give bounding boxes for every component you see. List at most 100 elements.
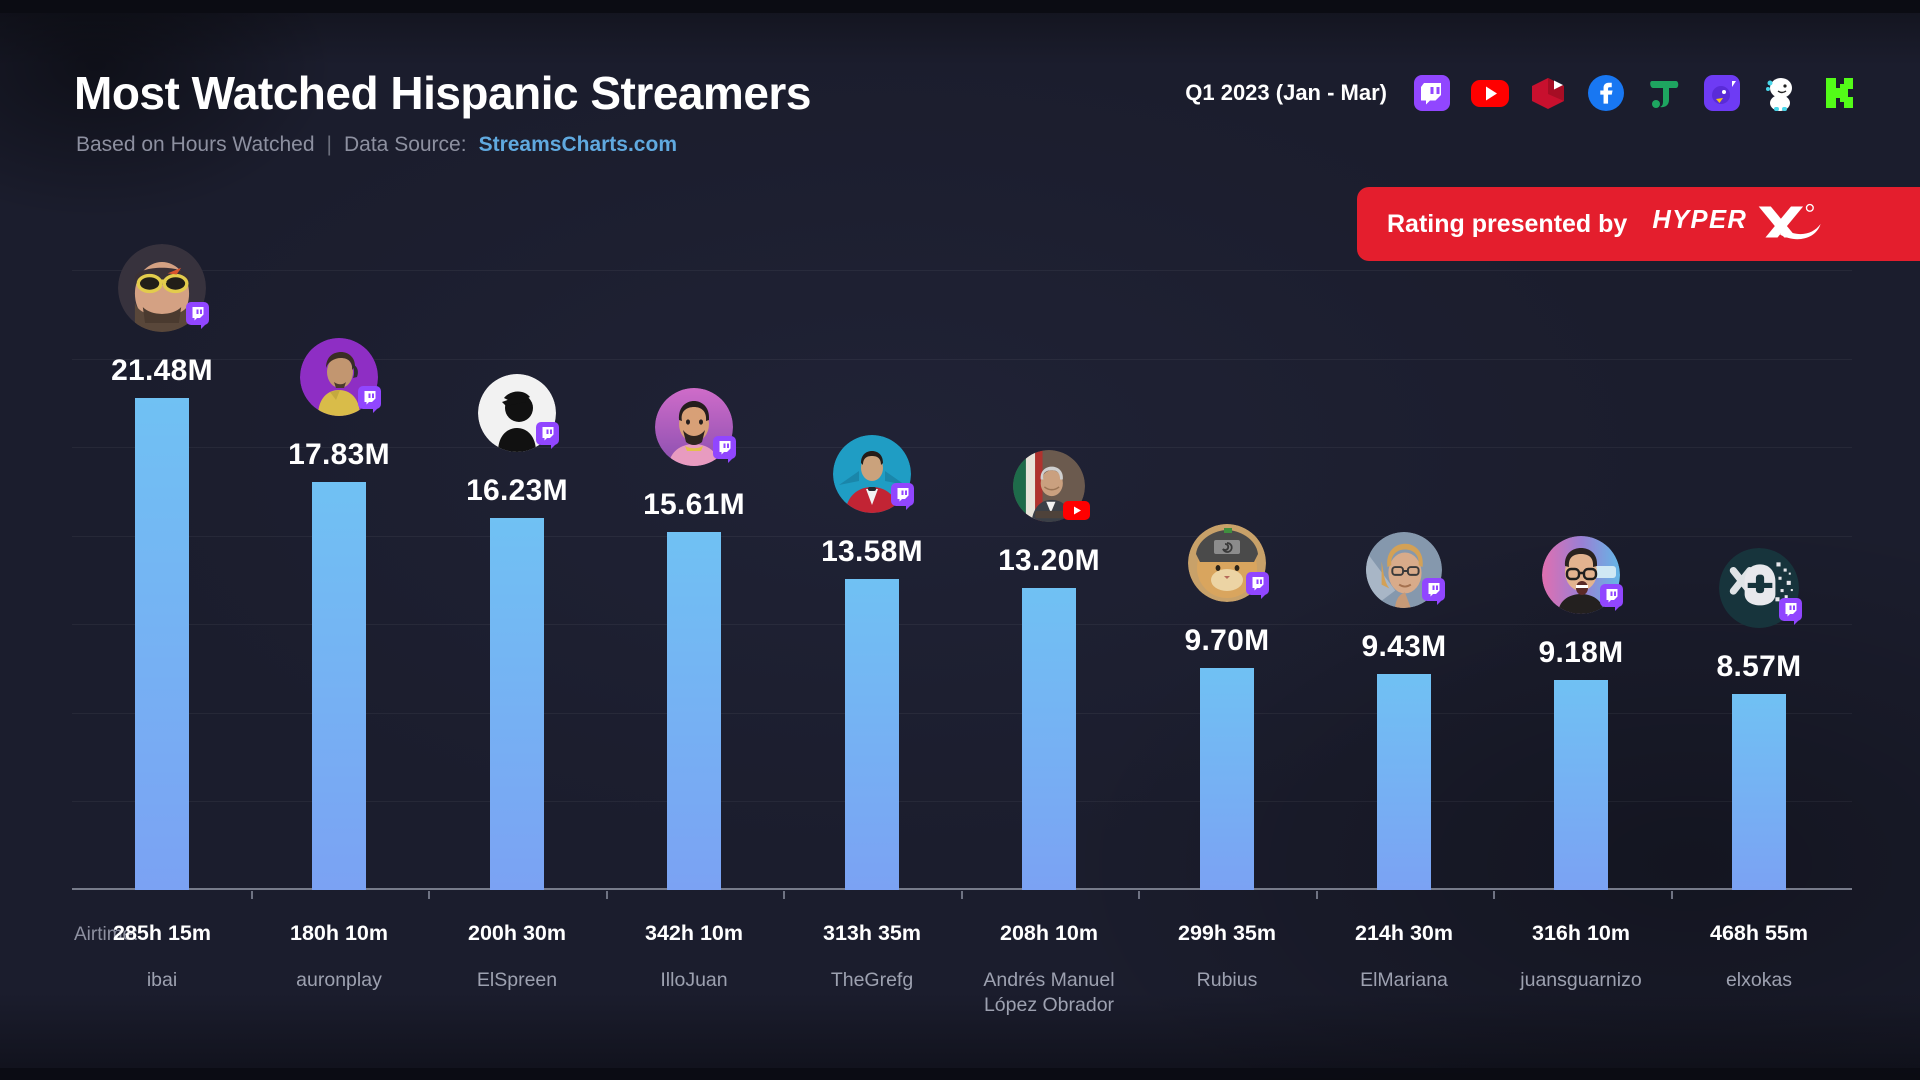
youtube-gaming-icon [1527,72,1568,113]
avatar-rubius [1188,524,1269,602]
streamer-column-juansguarnizo: 9.18M 316h 10m juansguarnizo [1492,0,1670,1080]
gridline [72,801,1852,802]
kick-icon [1817,72,1858,113]
airtime-value: 342h 10m [644,921,743,945]
airtime-value: 316h 10m [1531,921,1630,945]
twitch-badge-icon [1600,584,1625,617]
x-axis-line [72,888,1852,890]
avatar-ibai [118,244,209,332]
streamer-name: juansguarnizo [1520,969,1642,991]
bar-juansguarnizo [1554,680,1608,890]
bar-elspreen [490,518,544,890]
gridline [72,359,1852,360]
value-label: 9.70M [1184,624,1270,657]
subtitle-separator: | [326,133,332,156]
bar-elmariana [1377,674,1431,890]
streamer-column-auronplay: 17.83M 180h 10m auronplay [250,0,428,1080]
streamer-column-elxokas: 8.57M 468h 55m elxokas [1670,0,1848,1080]
axis-tick [251,891,253,899]
airtime-row-label: Airtime: [74,924,139,945]
facebook-icon [1585,72,1626,113]
axis-tick [1493,891,1495,899]
airtime-value: 468h 55m [1709,921,1808,945]
bar-rubius [1200,668,1254,890]
airtime-value: 285h 15m [112,921,211,945]
sponsor-banner: Rating presented by HYPER [1357,187,1920,261]
twitch-badge-icon [358,386,383,419]
twitch-icon [1411,72,1452,113]
top-letterbox [0,0,1920,13]
value-label: 16.23M [466,474,568,507]
twitch-badge-icon [536,422,561,455]
streamer-column-ibai: 21.48M 285h 15m ibai [73,0,251,1080]
axis-tick [428,891,430,899]
streamer-name: ElSpreen [476,969,558,991]
data-source-link[interactable]: StreamsCharts.com [478,133,677,156]
bigo-live-icon [1759,72,1800,113]
value-label: 9.43M [1361,630,1447,663]
streamer-column-rubius: 9.70M 299h 35m Rubius [1138,0,1316,1080]
twitch-badge-icon [713,436,738,469]
airtime-value: 214h 30m [1354,921,1453,945]
value-label: 21.48M [111,354,213,387]
bar-thegrefg [845,579,899,890]
value-label: 17.83M [288,438,390,471]
bar-auronplay [312,482,366,890]
avatar-thegrefg [833,435,914,513]
bar-ibai [135,398,189,890]
platform-icons-row [1411,72,1858,113]
streamer-column-elmariana: 9.43M 214h 30m ElMariana [1315,0,1493,1080]
airtime-value: 299h 35m [1177,921,1276,945]
avatar-amlo [1013,450,1090,522]
avatar-auronplay [300,338,381,416]
svg-text:HYPER: HYPER [1653,206,1748,234]
axis-tick [1316,891,1318,899]
streamer-name: Rubius [1196,969,1258,991]
nimo-tv-icon [1701,72,1742,113]
axis-tick [1671,891,1673,899]
bar-elxokas [1732,694,1786,890]
twitch-badge-icon [1246,572,1271,605]
sponsor-banner-text: Rating presented by [1387,209,1628,238]
avatar-juansguarnizo [1542,536,1623,614]
subtitle-basis: Based on Hours Watched [76,133,315,156]
avatar-illojuan [655,388,736,466]
subtitle: Based on Hours Watched | Data Source: St… [76,133,677,157]
avatar-elmariana [1366,532,1445,608]
bottom-letterbox [0,1068,1920,1080]
value-label: 15.61M [643,488,745,521]
gridline [72,270,1852,271]
value-label: 13.20M [998,544,1100,577]
bar-amlo [1022,588,1076,890]
youtube-badge-icon [1063,501,1090,525]
trovo-icon [1643,72,1684,113]
gridline [72,713,1852,714]
avatar-elspreen [478,374,559,452]
avatar-elxokas [1719,548,1802,628]
value-label: 8.57M [1716,650,1802,683]
twitch-badge-icon [186,302,211,335]
streamer-column-amlo: 13.20M 208h 10m Andrés Manuel López Obra… [960,0,1138,1080]
streamer-name: ElMariana [1360,969,1448,991]
twitch-badge-icon [1422,578,1447,611]
axis-tick [1138,891,1140,899]
value-label: 13.58M [821,535,923,568]
page-title: Most Watched Hispanic Streamers [74,67,811,119]
twitch-badge-icon [1779,598,1804,631]
axis-tick [961,891,963,899]
airtime-value: 208h 10m [999,921,1098,945]
period-label: Q1 2023 (Jan - Mar) [1185,80,1387,105]
value-label: 9.18M [1538,636,1624,669]
airtime-value: 180h 10m [289,921,388,945]
streamer-name: elxokas [1725,969,1793,991]
streamer-name: ibai [146,969,178,991]
twitch-badge-icon [891,483,916,516]
airtime-value: 313h 35m [822,921,921,945]
hyperx-logo: HYPER [1651,197,1826,252]
data-source-label: Data Source: [344,133,467,156]
gridline [72,447,1852,448]
bar-illojuan [667,532,721,890]
gridline [72,536,1852,537]
streamer-name: auronplay [296,969,382,991]
